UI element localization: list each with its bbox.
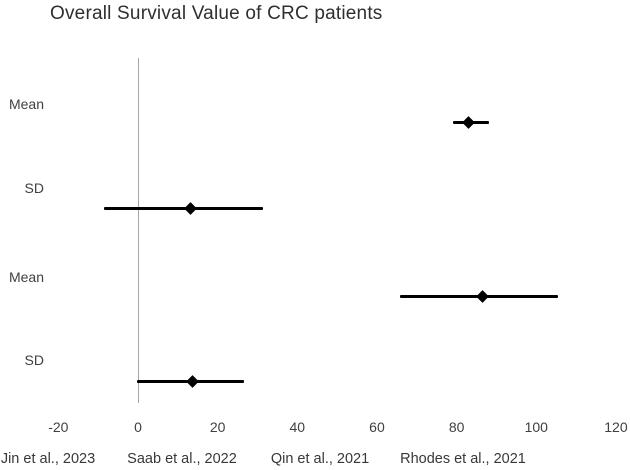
diamond-marker-1	[184, 201, 198, 215]
row-label-sd-3: SD	[24, 352, 44, 368]
diamond-marker-3	[186, 374, 200, 388]
x-tick-80: 80	[448, 419, 465, 435]
zero-axis-line	[138, 58, 139, 403]
error-bar-1	[104, 206, 264, 210]
study-label-1: Saab et al., 2022	[127, 451, 237, 467]
diamond-marker-2	[476, 289, 490, 303]
chart-title: Overall Survival Value of CRC patients	[50, 3, 383, 24]
study-label-0: Jin et al., 2023	[0, 451, 96, 467]
study-label-2: Qin et al., 2021	[270, 451, 370, 467]
x-tick-20: 20	[209, 419, 226, 435]
row-label-mean-0: Mean	[8, 96, 44, 112]
study-label-3: Rhodes et al., 2021	[400, 451, 526, 467]
x-tick-40: 40	[289, 419, 306, 435]
x-tick-100: 100	[524, 419, 548, 435]
x-tick-60: 60	[369, 419, 385, 435]
x-tick-0: 0	[134, 419, 142, 435]
x-tick-120: 120	[604, 419, 628, 435]
x-tick--20: -20	[48, 419, 69, 435]
row-label-sd-1: SD	[24, 180, 44, 196]
row-label-mean-2: Mean	[8, 269, 44, 285]
diamond-marker-0	[462, 115, 475, 129]
